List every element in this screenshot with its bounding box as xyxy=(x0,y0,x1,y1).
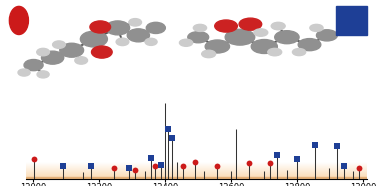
Circle shape xyxy=(271,22,285,30)
Circle shape xyxy=(127,29,149,42)
Circle shape xyxy=(251,40,277,53)
Bar xyxy=(26,177,367,179)
Circle shape xyxy=(116,38,129,46)
Circle shape xyxy=(91,46,112,58)
Circle shape xyxy=(81,31,107,47)
Circle shape xyxy=(37,48,50,56)
Circle shape xyxy=(205,40,229,53)
Circle shape xyxy=(90,21,111,33)
Circle shape xyxy=(9,6,28,35)
Circle shape xyxy=(316,30,337,41)
Circle shape xyxy=(146,22,165,33)
Circle shape xyxy=(194,24,206,31)
Circle shape xyxy=(106,21,130,35)
Circle shape xyxy=(298,39,321,51)
Bar xyxy=(336,6,367,35)
Circle shape xyxy=(268,48,282,56)
Circle shape xyxy=(310,24,323,31)
Circle shape xyxy=(18,69,30,76)
Circle shape xyxy=(75,57,88,64)
Circle shape xyxy=(202,50,215,58)
Circle shape xyxy=(60,43,84,57)
Circle shape xyxy=(24,60,43,71)
Circle shape xyxy=(275,31,299,44)
Circle shape xyxy=(239,18,262,30)
Circle shape xyxy=(53,41,65,48)
Circle shape xyxy=(215,20,237,32)
Circle shape xyxy=(225,29,255,45)
Circle shape xyxy=(145,38,157,45)
Circle shape xyxy=(37,71,49,78)
Circle shape xyxy=(42,51,64,64)
Circle shape xyxy=(254,29,268,36)
Circle shape xyxy=(188,32,209,43)
Circle shape xyxy=(129,19,141,26)
Circle shape xyxy=(293,49,306,56)
Circle shape xyxy=(180,39,193,46)
